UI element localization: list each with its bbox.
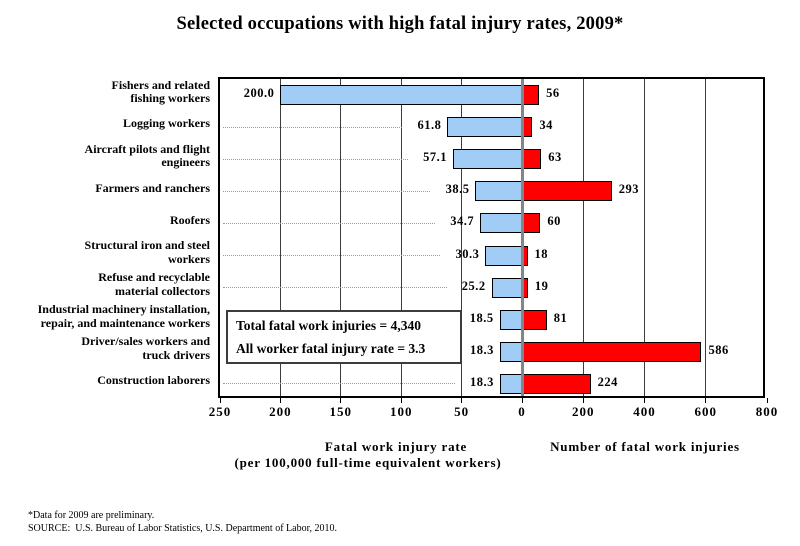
annotation-box: Total fatal work injuries = 4,340 All wo… [226,310,462,364]
x-tick-label: 150 [329,404,353,419]
leader-line [223,222,436,224]
rate-bar [280,85,522,106]
x-tick-label: 50 [454,404,470,419]
grid-line [705,79,707,396]
grid-line [279,79,281,396]
category-label: Construction laborers [97,373,210,388]
left-axis-caption-line2: (per 100,000 full-time equivalent worker… [234,455,502,470]
rate-bar [485,245,522,266]
rate-bar [499,341,522,362]
count-value-label: 224 [597,374,618,389]
rate-value-label: 30.3 [455,246,480,261]
rate-value-label: 18.3 [470,342,494,357]
count-bar [522,341,702,362]
count-value-label: 19 [534,278,549,293]
x-tick-label: 250 [208,404,232,419]
category-label: Farmers and ranchers [95,180,210,195]
grid-line [644,79,645,396]
annotation-all-worker-rate: All worker fatal injury rate = 3.3 [236,341,426,356]
axis-tick [219,398,221,403]
rate-bar [447,117,522,138]
leader-line [223,190,431,192]
axis-tick [400,398,402,403]
x-tick-label: 800 [755,404,779,419]
zero-axis-line [520,79,524,396]
x-tick-label: 200 [269,404,292,419]
x-tick-label: 600 [694,404,717,419]
annotation-total-injuries: Total fatal work injuries = 4,340 [236,318,421,333]
count-bar [522,213,541,234]
count-bar [522,181,612,202]
rate-value-label: 25.2 [461,278,486,293]
count-value-label: 293 [618,182,639,197]
rate-value-label: 61.8 [417,118,442,133]
axis-tick [582,398,584,403]
rate-value-label: 34.7 [450,214,475,229]
category-label: Fishers and related fishing workers [111,77,210,106]
rate-value-label: 57.1 [423,150,448,165]
rate-value-label: 18.5 [469,310,494,325]
right-axis-caption: Number of fatal work injuries [550,439,740,454]
count-bar [522,117,533,138]
axis-tick [644,398,645,403]
leader-line [223,126,403,128]
rate-bar [475,181,522,202]
axis-tick [279,398,281,403]
category-label: Aircraft pilots and flight engineers [84,141,210,170]
left-axis-caption-line1: Fatal work injury rate [324,439,468,454]
leader-line [223,287,447,289]
count-value-label: 60 [547,214,561,229]
axis-tick [340,398,342,403]
grid-line [340,79,342,396]
axis-tick [521,398,523,403]
x-tick-label: 100 [389,404,413,419]
category-label: Industrial machinery installation, repai… [37,302,210,330]
leader-line [223,255,441,257]
axis-tick [766,398,768,403]
category-label: Driver/sales workers and truck drivers [81,334,210,362]
leader-line [223,383,455,385]
count-value-label: 81 [553,310,568,325]
count-bar [522,85,540,106]
rate-bar [491,277,522,298]
axis-tick [461,398,463,403]
category-label: Roofers [170,212,210,227]
count-value-label: 63 [548,150,562,165]
rate-value-label: 200.0 [243,86,275,101]
leader-line [223,158,409,160]
rate-bar [453,149,522,170]
count-value-label: 34 [539,118,553,133]
rate-bar [480,213,522,234]
count-bar [522,373,591,394]
rate-value-label: 18.3 [470,374,494,389]
count-value-label: 586 [708,342,729,357]
plot-area: Total fatal work injuries = 4,340 All wo… [218,77,765,398]
x-tick-label: 400 [633,404,656,419]
category-label: Logging workers [123,116,210,131]
chart-title: Selected occupations with high fatal inj… [176,14,624,34]
axis-tick [705,398,707,403]
grid-line [582,79,584,396]
rate-bar [499,373,522,394]
category-label: Structural iron and steel workers [84,238,210,266]
count-bar [522,309,547,330]
rate-value-label: 38.5 [445,182,470,197]
category-label: Refuse and recyclable material collector… [98,270,210,298]
footnote-preliminary: *Data for 2009 are preliminary. [28,510,155,521]
footnote-source: SOURCE: U.S. Bureau of Labor Statistics,… [28,523,338,534]
grid-line [461,79,463,396]
grid-line [400,79,402,396]
count-value-label: 18 [534,246,548,261]
rate-bar [499,309,522,330]
count-value-label: 56 [546,86,560,101]
count-bar [522,149,542,170]
x-tick-label: 200 [572,404,595,419]
x-tick-label: 0 [518,404,526,419]
